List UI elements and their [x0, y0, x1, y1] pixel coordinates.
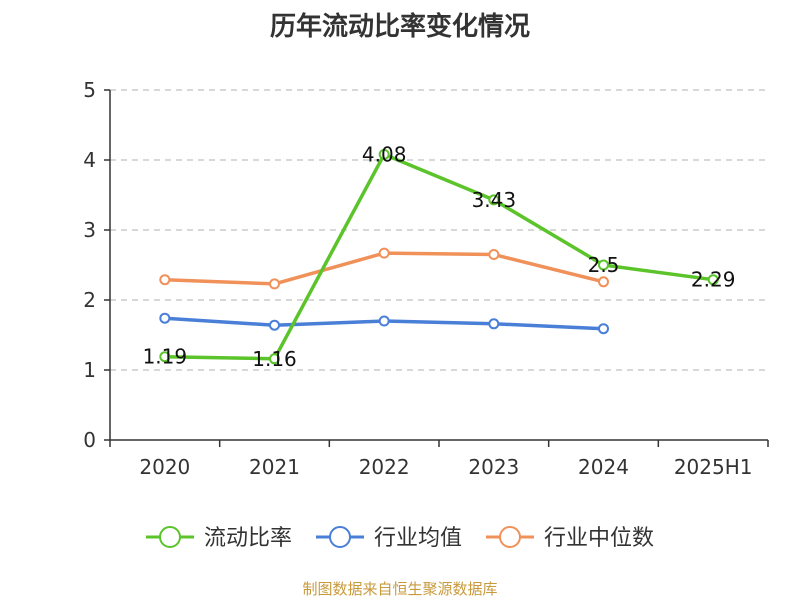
y-tick-label: 2	[83, 288, 96, 312]
legend: 流动比率 行业均值 行业中位数	[146, 526, 654, 551]
data-point	[159, 274, 171, 286]
data-point	[598, 276, 609, 288]
data-point	[488, 249, 500, 260]
legend-marker	[499, 526, 521, 548]
series-line	[164, 152, 714, 361]
y-tick-label: 3	[83, 218, 96, 242]
chart-title: 历年流动比率变化情况	[269, 12, 530, 42]
data-point	[269, 319, 280, 331]
x-tick-label: 2022	[359, 455, 410, 479]
data-point	[707, 274, 719, 286]
legend-item: 流动比率	[146, 526, 292, 551]
x-tick-label: 2025H1	[674, 455, 753, 479]
legend-label: 流动比率	[204, 526, 292, 551]
data-label: 3.43	[472, 188, 517, 212]
data-point	[269, 353, 280, 365]
y-tick-label: 1	[83, 358, 96, 382]
grid-lines	[110, 89, 768, 371]
legend-item: 行业中位数	[486, 526, 654, 551]
data-label: 1.16	[252, 347, 297, 371]
data-point	[598, 259, 609, 271]
x-tick-label: 2023	[468, 455, 519, 479]
data-label: 1.19	[143, 345, 188, 369]
data-labels: 1.19 1.16 4.08 3.43 2.5 2.29	[143, 142, 736, 370]
legend-marker	[159, 526, 181, 548]
data-label: 2.5	[588, 253, 620, 277]
data-point	[598, 323, 609, 335]
series-group	[159, 148, 719, 365]
legend-item: 行业均值	[316, 526, 462, 551]
x-tick-label: 2024	[578, 455, 629, 479]
source-footer: 制图数据来自恒生聚源数据库	[302, 580, 498, 598]
data-point	[488, 194, 500, 206]
data-point	[269, 278, 280, 290]
y-tick-label: 5	[83, 78, 96, 102]
data-point	[159, 312, 171, 324]
data-label: 2.29	[691, 268, 736, 292]
legend-marker	[329, 526, 351, 548]
data-point	[378, 247, 390, 259]
x-tick-label: 2021	[249, 455, 300, 479]
axes: 0 1 2 3 4 5 2020 2021 2022 2023 2024 2025H1	[83, 78, 769, 479]
data-point	[159, 351, 171, 363]
legend-label: 行业均值	[374, 526, 462, 551]
data-point	[378, 148, 390, 160]
data-label: 4.08	[362, 142, 407, 166]
data-point	[378, 315, 390, 327]
legend-label: 行业中位数	[544, 526, 654, 551]
y-tick-label: 0	[83, 428, 96, 452]
x-tick-label: 2020	[139, 455, 190, 479]
y-tick-label: 4	[83, 148, 96, 172]
data-point	[488, 318, 500, 330]
